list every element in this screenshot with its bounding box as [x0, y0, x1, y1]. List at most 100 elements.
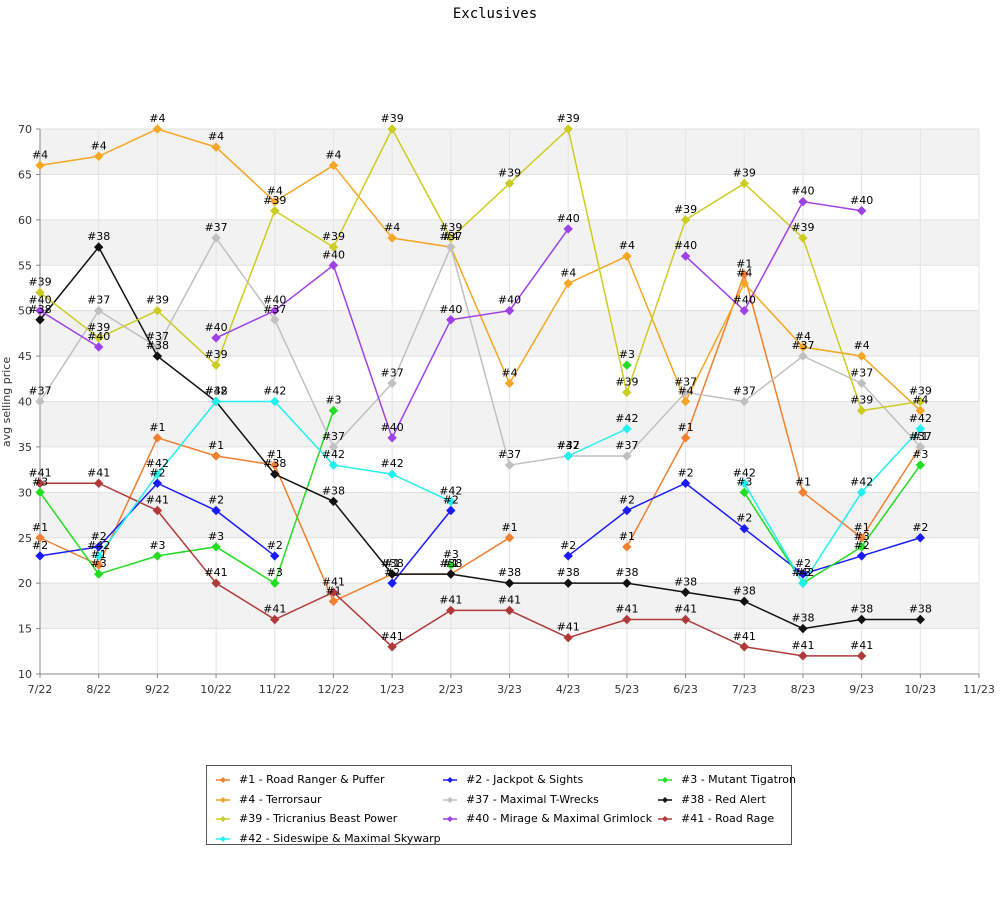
- data-label: #2: [795, 557, 811, 570]
- data-label: #4: [501, 366, 517, 379]
- data-label: #39: [615, 375, 638, 388]
- series-line: [685, 200, 862, 312]
- data-point: [798, 651, 808, 661]
- data-label: #37: [146, 330, 169, 343]
- data-point: [93, 333, 104, 343]
- data-point: [152, 505, 163, 516]
- data-label: #37: [28, 385, 51, 398]
- data-point: [270, 614, 280, 625]
- data-label: #41: [263, 603, 286, 616]
- data-point: [35, 315, 45, 325]
- data-point: [915, 396, 926, 407]
- data-point: [152, 124, 163, 134]
- data-point: [622, 578, 632, 588]
- data-label: #39: [498, 167, 521, 180]
- legend-swatch: [443, 796, 457, 803]
- data-point: [387, 578, 397, 588]
- data-point: [739, 396, 749, 407]
- x-tick-label: 6/23: [673, 683, 698, 696]
- data-label: #1: [677, 421, 693, 434]
- data-point: [680, 387, 691, 398]
- data-point: [35, 478, 45, 488]
- data-label: #4: [443, 230, 459, 243]
- data-point: [446, 233, 456, 243]
- data-label: #3: [736, 475, 752, 488]
- legend-swatch: [658, 816, 672, 822]
- data-label: #38: [28, 303, 51, 316]
- data-label: #4: [91, 139, 107, 152]
- legend-label: #4 - Terrorsaur: [239, 792, 322, 806]
- legend-label: #1 - Road Ranger & Puffer: [239, 773, 385, 786]
- data-point: [270, 396, 280, 407]
- data-point: [328, 442, 339, 452]
- data-labels: #1#1#1#1#1#1#1 #1#1#1#1#1#1#1#1#2#2#2#2#2…: [28, 112, 932, 652]
- data-point: [152, 342, 163, 352]
- data-point: [152, 433, 163, 443]
- legend-swatch: [658, 796, 672, 803]
- data-label: #37: [850, 366, 873, 379]
- data-label: #42: [791, 566, 814, 579]
- x-tick-label: 9/23: [849, 683, 874, 696]
- data-point: [446, 505, 456, 516]
- data-label: #1: [149, 421, 165, 434]
- data-point: [93, 242, 104, 252]
- data-point: [35, 487, 45, 498]
- data-point: [270, 206, 280, 216]
- data-label: #40: [28, 294, 51, 307]
- data-label: #4: [384, 221, 400, 234]
- legend-swatch: [216, 816, 230, 822]
- data-label: #41: [733, 630, 756, 643]
- legend-label: #2 - Jackpot & Sights: [466, 773, 584, 786]
- data-point: [387, 433, 397, 443]
- data-point: [915, 614, 926, 625]
- x-tick-label: 8/22: [86, 683, 111, 696]
- data-label: #42: [204, 385, 227, 398]
- data-label: #38: [850, 603, 873, 616]
- data-label: #37: [791, 339, 814, 352]
- data-point: [270, 551, 280, 561]
- data-point: [270, 578, 280, 588]
- data-point: [739, 487, 749, 498]
- data-label: #1: [736, 257, 752, 270]
- data-point: [211, 542, 221, 552]
- data-label: #3: [912, 448, 928, 461]
- data-label: #41: [791, 639, 814, 652]
- data-point: [35, 160, 45, 171]
- data-point: [211, 333, 221, 343]
- data-label: #41: [615, 603, 638, 616]
- data-label: #42: [615, 412, 638, 425]
- axes: 10 15 20 25 30 35 40 45 50 55 60 65 70 7/22 8/22 9/22 10…: [18, 123, 995, 696]
- data-label: #42: [733, 466, 756, 479]
- data-label: #41: [28, 466, 51, 479]
- data-label: #37: [87, 294, 110, 307]
- data-point: [504, 460, 515, 470]
- x-tick-label: 7/23: [732, 683, 757, 696]
- data-point: [915, 405, 926, 416]
- data-point: [856, 206, 867, 216]
- data-label: #40: [263, 294, 286, 307]
- data-label: #4: [795, 330, 811, 343]
- data-point: [739, 278, 749, 289]
- data-label: #38: [909, 603, 932, 616]
- data-point: [211, 233, 221, 243]
- data-point: [446, 242, 456, 252]
- data-label: #40: [322, 248, 345, 261]
- x-tick-label: 5/23: [615, 683, 640, 696]
- data-point: [739, 269, 749, 280]
- data-point: [328, 242, 339, 252]
- x-tick-label: 3/23: [497, 683, 522, 696]
- series-line: [39, 310, 100, 348]
- data-point: [93, 569, 104, 579]
- data-point: [680, 433, 691, 443]
- data-label: #3: [91, 557, 107, 570]
- data-point: [504, 178, 515, 189]
- data-label: #4: [149, 112, 165, 125]
- data-point: [211, 360, 221, 370]
- data-label: #2: [560, 539, 576, 552]
- data-label: #42: [146, 457, 169, 470]
- data-label: #41: [87, 466, 110, 479]
- data-label: #40: [439, 303, 462, 316]
- data-points: [35, 124, 926, 661]
- data-label: #38: [674, 575, 697, 588]
